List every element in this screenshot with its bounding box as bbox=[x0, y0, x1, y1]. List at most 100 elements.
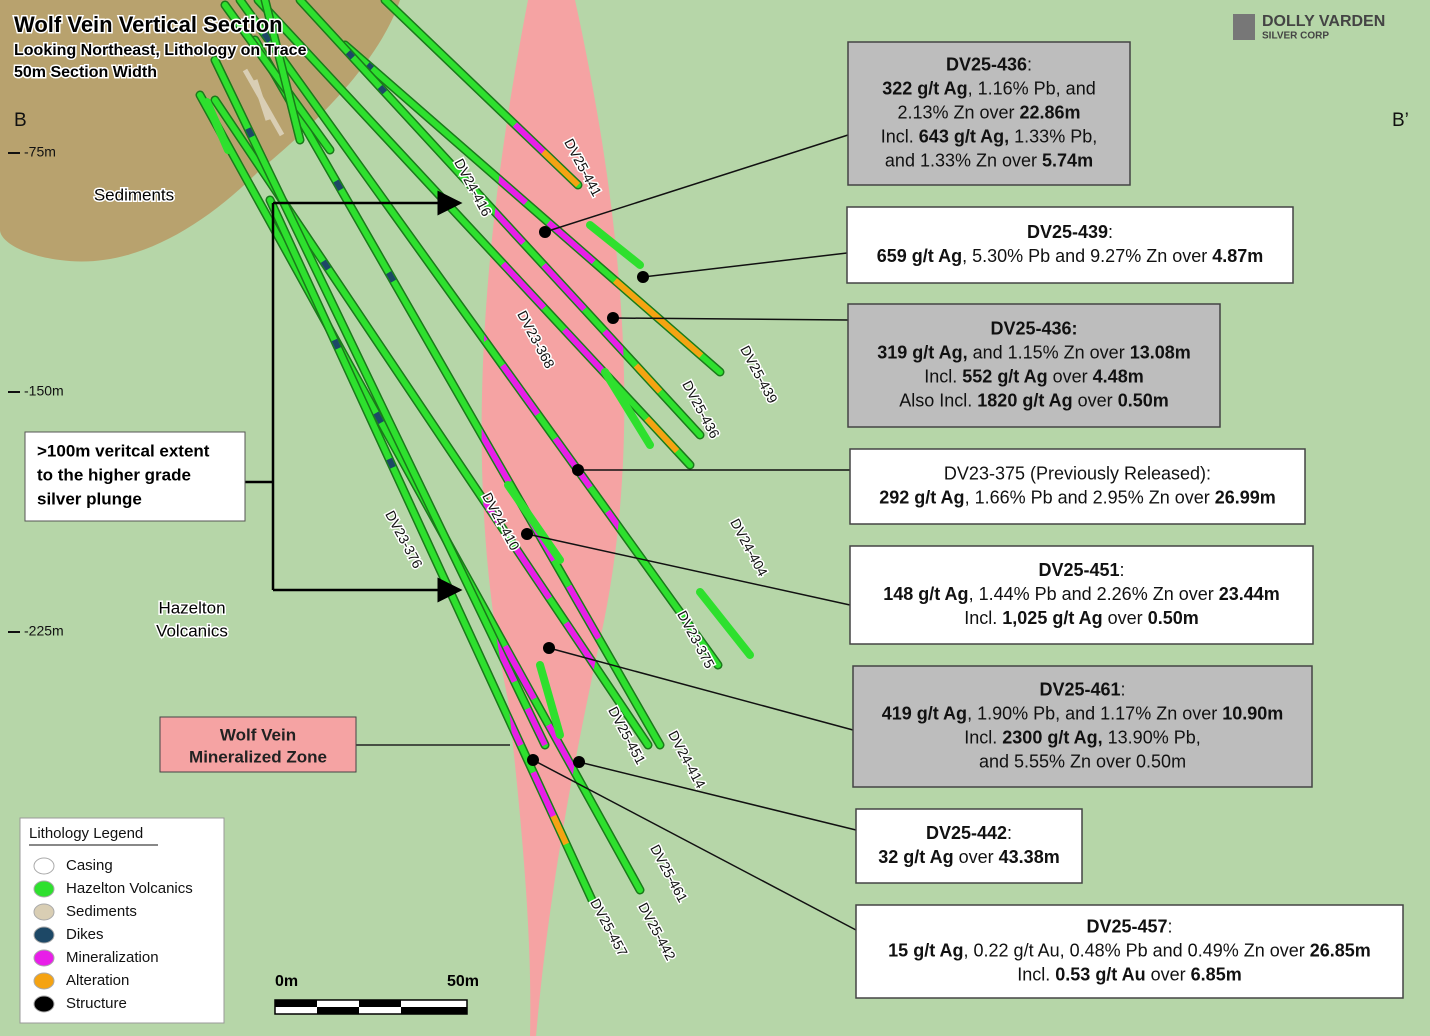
legend-label: Sediments bbox=[66, 903, 137, 920]
subtitle: Looking Northeast, Lithology on Trace bbox=[14, 42, 307, 59]
dike-interval bbox=[333, 179, 344, 191]
callout-line: 419 g/t Ag, 1.90% Pb, and 1.17% Zn over … bbox=[882, 703, 1284, 723]
callout-run: 6.85m bbox=[1191, 964, 1242, 984]
callout-box bbox=[847, 41, 1131, 186]
section-end: B’ bbox=[1392, 110, 1409, 131]
leader-line bbox=[642, 252, 848, 278]
note-line: silver plunge bbox=[37, 489, 142, 508]
logo-tagline: SILVER CORP bbox=[1262, 31, 1329, 42]
intercept-point bbox=[539, 226, 551, 238]
mineralized-interval bbox=[481, 0, 625, 438]
callout-line: 32 g/t Ag over 43.38m bbox=[878, 847, 1059, 867]
callout-run: 322 g/t Ag bbox=[882, 78, 967, 98]
callout-run: 15 g/t Ag bbox=[888, 940, 963, 960]
callout-box bbox=[849, 448, 1306, 525]
leader-line bbox=[532, 759, 857, 931]
callout-line: DV23-375 (Previously Released): bbox=[944, 463, 1211, 483]
callout-box bbox=[849, 545, 1314, 645]
dike-interval bbox=[245, 127, 255, 139]
callout-run: 4.87m bbox=[1212, 246, 1263, 266]
dike-interval bbox=[345, 50, 356, 60]
callout-run: : bbox=[1108, 222, 1113, 242]
scale-label: 0m bbox=[275, 973, 298, 990]
callout-run: DV25-461 bbox=[1039, 679, 1120, 699]
legend-swatch bbox=[33, 926, 55, 944]
scale-block bbox=[359, 1000, 401, 1007]
scale-block bbox=[317, 1007, 359, 1014]
leader-line bbox=[612, 317, 849, 321]
leader-line bbox=[544, 134, 849, 233]
intercept-point bbox=[607, 312, 619, 324]
leader-line bbox=[548, 647, 854, 731]
drill-trace bbox=[237, 0, 721, 668]
callout-box bbox=[846, 206, 1294, 284]
alteration-interval bbox=[644, 416, 680, 454]
callout-run: DV25-451 bbox=[1038, 560, 1119, 580]
callout-run: and 1.15% Zn over bbox=[968, 342, 1130, 362]
subtitle: 50m Section Width bbox=[14, 64, 157, 81]
legend-swatch bbox=[33, 995, 55, 1013]
alteration-interval bbox=[633, 363, 663, 394]
callout-run: Incl. bbox=[964, 608, 1002, 628]
callout-run: and 5.55% Zn over 0.50m bbox=[979, 751, 1186, 771]
callout: DV25-451: 148 g/t Ag, 1.44% Pb and 2.26% … bbox=[521, 528, 1314, 645]
legend-swatch bbox=[33, 903, 55, 921]
drill-trace-short bbox=[696, 588, 754, 659]
callout-line: Incl. 2300 g/t Ag, 13.90% Pb, bbox=[964, 727, 1200, 747]
legend-label: Alteration bbox=[66, 972, 129, 989]
callout-box bbox=[847, 303, 1221, 428]
dike-interval bbox=[331, 338, 341, 350]
drill-trace bbox=[262, 0, 303, 143]
legend: Lithology Legend Casing Hazelton Volcanic… bbox=[19, 817, 225, 1024]
logo-mark bbox=[1233, 14, 1255, 40]
callout-run: : bbox=[1007, 823, 1012, 843]
callout-run: , 1.44% Pb and 2.26% Zn over bbox=[969, 584, 1219, 604]
callout-line: DV25-436: bbox=[946, 54, 1032, 74]
callout-line: 322 g/t Ag, 1.16% Pb, and bbox=[882, 78, 1095, 98]
callout-run: 552 g/t Ag bbox=[962, 366, 1047, 386]
callout-run: 643 g/t Ag, bbox=[919, 126, 1009, 146]
legend-swatch bbox=[33, 857, 55, 875]
callout-run: 13.08m bbox=[1130, 342, 1191, 362]
zone-label: Wolf Vein bbox=[220, 725, 296, 744]
callout-run: 2.13% Zn over bbox=[897, 102, 1019, 122]
callout-run: DV25-442 bbox=[926, 823, 1007, 843]
mineralized-interval bbox=[481, 93, 625, 892]
dike-interval bbox=[320, 259, 331, 271]
callout-run: 659 g/t Ag bbox=[877, 246, 962, 266]
intercept-point bbox=[521, 528, 533, 540]
callout-run: and 1.33% Zn over bbox=[885, 150, 1042, 170]
callout-run: over bbox=[954, 847, 999, 867]
callout-run: Incl. bbox=[1017, 964, 1055, 984]
mineralized-interval bbox=[481, 98, 625, 747]
callout-line: and 5.55% Zn over 0.50m bbox=[979, 751, 1186, 771]
callout-run: , 5.30% Pb and 9.27% Zn over bbox=[962, 246, 1212, 266]
callout-run: : bbox=[1121, 679, 1126, 699]
callout-run: 0.53 g/t Au bbox=[1055, 964, 1145, 984]
intercept-point bbox=[527, 754, 539, 766]
scale-block bbox=[401, 1007, 467, 1014]
callout-line: Incl. 552 g/t Ag over 4.48m bbox=[924, 366, 1143, 386]
callout-line: and 1.33% Zn over 5.74m bbox=[885, 150, 1093, 170]
dike-interval bbox=[261, 31, 273, 43]
callout-run: DV23-375 (Previously Released): bbox=[944, 463, 1211, 483]
intercept-point bbox=[637, 271, 649, 283]
callout-line: DV25-439: bbox=[1027, 222, 1113, 242]
unit-label: Sediments bbox=[94, 185, 174, 204]
callout-line: 2.13% Zn over 22.86m bbox=[897, 102, 1080, 122]
callout-run: 1,025 g/t Ag bbox=[1002, 608, 1102, 628]
depth-label: -225m bbox=[24, 623, 64, 639]
callout-run: DV25-436: bbox=[990, 318, 1077, 338]
logo-name: DOLLY VARDEN bbox=[1262, 13, 1385, 30]
sediments-unit bbox=[0, 0, 400, 262]
callout-run: DV25-457 bbox=[1086, 916, 1167, 936]
unit-label: Volcanics bbox=[156, 621, 228, 640]
callout-line: DV25-442: bbox=[926, 823, 1012, 843]
callout-run: Incl. bbox=[924, 366, 962, 386]
note-box bbox=[24, 431, 246, 522]
drill-trace bbox=[212, 57, 548, 748]
legend-label: Hazelton Volcanics bbox=[66, 880, 193, 897]
note-line: >100m veritcal extent bbox=[37, 441, 210, 460]
callout: DV25-442: 32 g/t Ag over 43.38m bbox=[573, 756, 1083, 884]
callout-run: : bbox=[1168, 916, 1173, 936]
